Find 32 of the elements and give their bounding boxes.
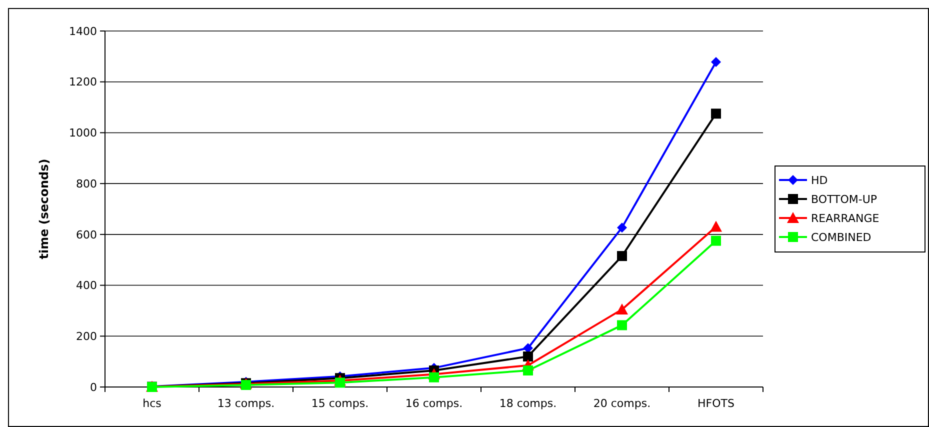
point <box>523 365 533 376</box>
y-tick-label: 0 <box>90 380 97 394</box>
y-tick-label: 1400 <box>69 24 97 38</box>
point <box>523 351 533 362</box>
y-axis-title: time (seconds) <box>37 158 51 260</box>
x-tick-label: 20 comps. <box>593 397 651 410</box>
point <box>710 220 722 232</box>
y-tick-label: 800 <box>76 177 97 190</box>
legend-label: COMBINED <box>811 230 872 244</box>
x-tick-label: 18 comps. <box>499 397 557 410</box>
x-tick-label: 16 comps. <box>405 397 463 410</box>
x-tick-label: hcs <box>142 397 162 410</box>
y-tick-label: 200 <box>76 330 97 343</box>
legend-label: REARRANGE <box>811 212 880 225</box>
x-tick-label: 15 comps. <box>311 397 369 410</box>
point <box>617 222 627 233</box>
y-tick-label: 1000 <box>69 126 97 140</box>
point <box>711 108 721 119</box>
point <box>617 320 627 330</box>
y-tick-label: 600 <box>76 228 97 242</box>
point <box>429 372 439 382</box>
point <box>711 236 721 246</box>
point <box>711 57 721 68</box>
x-tick-label: 13 comps. <box>217 397 275 410</box>
x-tick-label: HFOTS <box>698 397 734 410</box>
point <box>617 251 627 262</box>
y-tick-label: 400 <box>76 279 97 292</box>
legend-label: BOTTOM-UP <box>811 192 878 206</box>
point <box>616 303 628 314</box>
legend-label: HD <box>811 174 828 187</box>
point <box>335 378 345 388</box>
y-tick-label: 1200 <box>69 76 97 89</box>
